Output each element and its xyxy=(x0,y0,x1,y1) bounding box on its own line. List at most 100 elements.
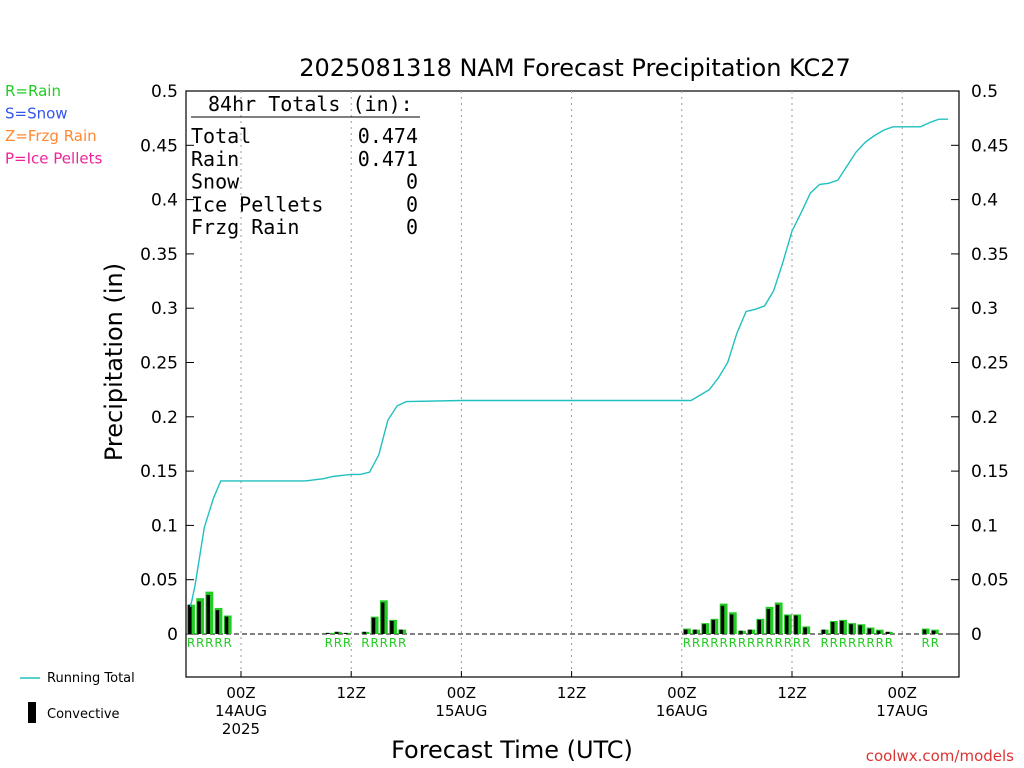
y-tick-label-right: 0.2 xyxy=(971,408,998,428)
ptype-label: R xyxy=(839,636,847,650)
ptype-label: R xyxy=(729,636,737,650)
y-tick-label-right: 0 xyxy=(971,625,982,645)
totals-row-value: 0.471 xyxy=(358,147,418,171)
x-tick-label: 12Z xyxy=(777,684,806,702)
y-tick-label-left: 0.35 xyxy=(140,245,178,265)
x-tick-label: 12Z xyxy=(557,684,586,702)
x-tick-label: 00Z xyxy=(447,684,476,702)
ptype-label: R xyxy=(325,636,333,650)
convective-bar xyxy=(362,631,367,634)
convective-bar xyxy=(711,619,716,634)
convective-bar xyxy=(188,604,192,634)
totals-row-label: Rain xyxy=(191,147,239,171)
ptype-label: R xyxy=(738,636,746,650)
ptype-label: R xyxy=(343,636,351,650)
x-tick-label: 16AUG xyxy=(656,702,708,720)
convective-bar xyxy=(803,627,807,634)
x-tick-label: 00Z xyxy=(226,684,255,702)
x-tick-label: 15AUG xyxy=(435,702,487,720)
ptype-legend-item: R=Rain xyxy=(5,82,61,100)
ptype-label: R xyxy=(196,636,204,650)
x-tick-label: 2025 xyxy=(222,720,260,738)
convective-bar xyxy=(867,628,872,634)
ptype-label: R xyxy=(370,636,378,650)
ptype-label: R xyxy=(224,636,232,650)
totals-row-value: 0 xyxy=(406,170,418,194)
y-tick-label-left: 0.1 xyxy=(151,516,178,536)
y-tick-label-right: 0.4 xyxy=(971,191,998,211)
legend-convective-swatch xyxy=(28,702,36,723)
ptype-label: R xyxy=(389,636,397,650)
convective-bar xyxy=(344,632,348,634)
x-tick-label: 00Z xyxy=(667,684,696,702)
ptype-label: R xyxy=(719,636,727,650)
ptype-label: R xyxy=(398,636,406,650)
watermark[interactable]: coolwx.com/models xyxy=(866,747,1014,765)
convective-bar xyxy=(766,609,771,634)
ptype-label: R xyxy=(775,636,783,650)
convective-bar xyxy=(335,631,339,634)
y-tick-label-left: 0.2 xyxy=(151,408,178,428)
convective-bar xyxy=(729,614,734,634)
convective-bar xyxy=(739,630,743,634)
y-tick-label-left: 0.3 xyxy=(151,299,178,319)
gridlines xyxy=(240,91,903,677)
y-tick-label-left: 0.05 xyxy=(140,571,178,591)
convective-bar xyxy=(775,604,780,634)
y-tick-label-right: 0.5 xyxy=(971,82,998,102)
convective-bar xyxy=(931,630,936,634)
ptype-label: R xyxy=(205,636,213,650)
ptype-label: R xyxy=(885,636,893,650)
ptype-label: R xyxy=(710,636,718,650)
convective-bar xyxy=(794,615,798,634)
totals-header: 84hr Totals (in): xyxy=(208,92,413,116)
ptype-label: R xyxy=(187,636,195,650)
ptype-label: R xyxy=(692,636,700,650)
precip-bars xyxy=(187,591,939,634)
convective-bar xyxy=(693,629,697,634)
totals-row-label: Total xyxy=(191,124,251,148)
convective-bar xyxy=(876,630,881,634)
convective-bar xyxy=(390,620,394,634)
ptype-label: R xyxy=(876,636,884,650)
ptype-legend-item: S=Snow xyxy=(5,105,68,123)
y-tick-label-left: 0.4 xyxy=(151,191,178,211)
plot-frame xyxy=(185,90,960,678)
convective-bar xyxy=(206,594,210,634)
ptype-label: R xyxy=(701,636,709,650)
ptype-label: R xyxy=(380,636,388,650)
convective-bar xyxy=(399,629,403,634)
totals-row-label: Frzg Rain xyxy=(191,215,299,239)
ptype-label: R xyxy=(747,636,755,650)
chart-title: 2025081318 NAM Forecast Precipitation KC… xyxy=(299,54,851,82)
x-tick-label: 14AUG xyxy=(215,702,267,720)
y-tick-label-right: 0.25 xyxy=(971,354,1009,374)
x-tick-label: 17AUG xyxy=(876,702,928,720)
convective-bar xyxy=(197,601,201,634)
y-tick-label-left: 0.5 xyxy=(151,82,178,102)
convective-bar xyxy=(371,617,376,634)
ptype-legend-item: Z=Frzg Rain xyxy=(5,127,97,145)
convective-bar xyxy=(702,624,706,634)
convective-bar xyxy=(720,605,725,634)
ptype-label: R xyxy=(921,636,929,650)
convective-bar xyxy=(830,622,835,634)
convective-bar xyxy=(840,620,844,634)
y-tick-label-right: 0.45 xyxy=(971,136,1009,156)
totals-box: 84hr Totals (in): Total 0.474 Rain 0.471 Sno… xyxy=(191,92,420,239)
y-tick-label-left: 0.45 xyxy=(140,136,178,156)
y-tick-label-right: 0.35 xyxy=(971,245,1009,265)
x-tick-label: 00Z xyxy=(888,684,917,702)
x-tick-label: 12Z xyxy=(337,684,366,702)
ptype-label: R xyxy=(857,636,865,650)
legend-convective-label: Convective xyxy=(47,707,120,722)
convective-bar xyxy=(748,629,752,634)
convective-bar xyxy=(224,616,229,634)
totals-row-value: 0.474 xyxy=(358,124,418,148)
convective-bar xyxy=(325,632,330,634)
y-tick-label-right: 0.05 xyxy=(971,571,1009,591)
convective-bar xyxy=(886,631,890,634)
